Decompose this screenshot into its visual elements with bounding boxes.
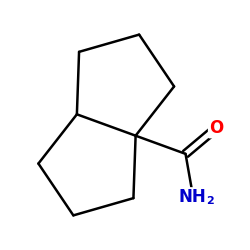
Text: 2: 2 <box>206 196 214 206</box>
Text: NH: NH <box>179 188 206 206</box>
Text: O: O <box>210 119 224 137</box>
